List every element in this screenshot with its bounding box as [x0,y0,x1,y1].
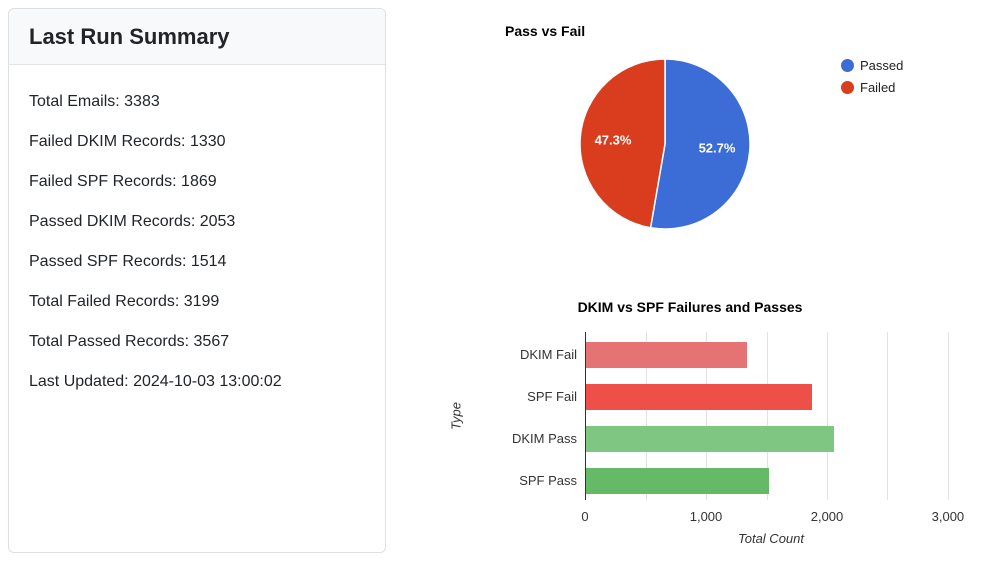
x-tick-3000: 3,000 [931,509,965,524]
bar-spf-pass[interactable] [586,468,770,494]
stat-total-passed: Total Passed Records: 3567 [29,333,230,350]
card-header: Last Run Summary [9,9,385,65]
gridline-2500 [887,332,889,500]
pie-legend: Passed Failed [841,57,903,101]
bar-chart-y-axis-line [585,332,586,500]
failed-swatch-icon [841,80,854,94]
card-body: Total Emails: 3383 Failed DKIM Records: … [9,65,385,434]
category-label-dkim-fail: DKIM Fail [519,347,577,362]
gridline-3000 [947,332,949,500]
legend-item-passed: Passed [841,57,903,73]
card-title: Last Run Summary [29,23,230,49]
bar-spf-fail[interactable] [586,384,813,410]
x-tick-1000: 1,000 [689,509,723,524]
pie-slice-passed[interactable] [649,58,751,230]
stat-total-emails: Total Emails: 3383 [29,93,160,110]
legend-item-failed: Failed [841,79,903,95]
stat-failed-spf: Failed SPF Records: 1869 [29,173,217,190]
bar-dkim-fail[interactable] [586,342,747,368]
legend-label-passed: Passed [860,57,904,73]
category-label-spf-fail: SPF Fail [527,389,577,404]
bar-chart-title: DKIM vs SPF Failures and Passes [577,299,803,315]
gridline-1000 [706,332,707,500]
gridline-500 [645,332,647,500]
stat-passed-spf: Passed SPF Records: 1514 [29,253,227,270]
x-tick-2000: 2,000 [810,509,844,524]
last-run-summary-card: Last Run Summary Total Emails: 3383 Fail… [8,8,386,553]
category-label-dkim-pass: DKIM Pass [511,431,577,446]
stat-failed-dkim: Failed DKIM Records: 1330 [29,133,226,150]
pie-chart-title: Pass vs Fail [505,23,586,39]
category-label-spf-pass: SPF Pass [519,473,577,488]
bar-chart-x-axis-title: Total Count [737,531,804,546]
stat-passed-dkim: Passed DKIM Records: 2053 [29,213,236,230]
pie-chart[interactable] [579,58,751,230]
gridline-2000 [827,332,828,500]
passed-swatch-icon [841,58,854,72]
stat-last-updated: Last Updated: 2024-10-03 13:00:02 [29,373,282,390]
legend-label-failed: Failed [860,79,896,95]
bar-chart-x-axis-ticks: 0 1,000 2,000 3,000 [581,509,964,525]
bar-chart-category-labels: DKIM Fail SPF Fail DKIM Pass SPF Pass [455,332,577,500]
x-tick-0: 0 [581,509,589,524]
pie-slice-failed[interactable] [579,58,666,229]
bar-dkim-pass[interactable] [586,426,835,452]
gridline-1500 [766,332,768,500]
stat-total-failed: Total Failed Records: 3199 [29,293,220,310]
bar-chart-plot-area[interactable] [585,332,957,500]
